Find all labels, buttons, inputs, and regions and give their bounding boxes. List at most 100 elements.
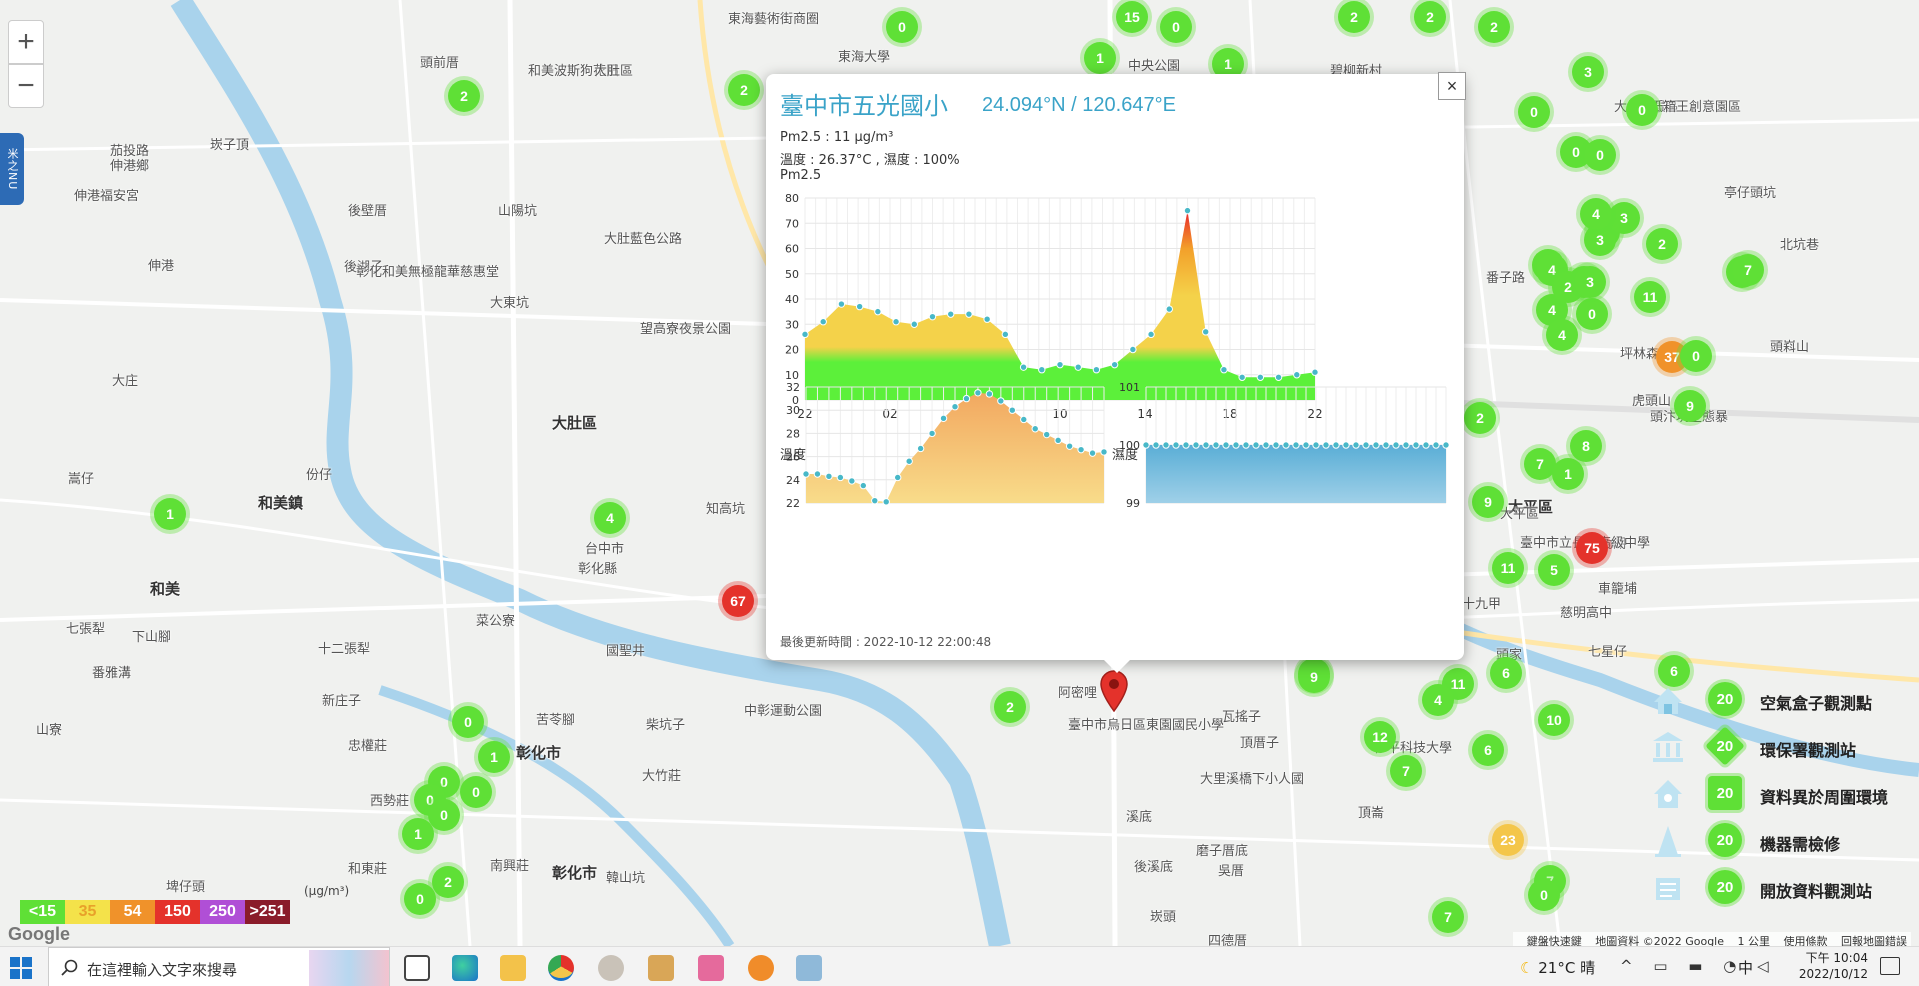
data-point — [1001, 330, 1010, 339]
station-marker[interactable]: 0 — [1576, 298, 1608, 330]
windows-start-icon[interactable] — [10, 957, 32, 979]
station-marker[interactable]: 9 — [1674, 390, 1706, 422]
chrome-icon[interactable] — [548, 955, 574, 981]
station-marker[interactable]: 4 — [1546, 319, 1578, 351]
station-marker[interactable]: 7 — [1524, 448, 1556, 480]
government-building-icon — [1653, 732, 1683, 762]
station-marker[interactable]: 7 — [1390, 755, 1422, 787]
data-point — [1220, 366, 1228, 374]
station-marker[interactable]: 0 — [1626, 94, 1658, 126]
input-method[interactable]: 中 — [1738, 959, 1754, 977]
station-marker[interactable]: 2 — [448, 80, 480, 112]
file-explorer-icon[interactable] — [500, 955, 526, 981]
station-marker[interactable]: 75 — [1576, 532, 1608, 564]
legend-label: 空氣盒子觀測點 — [1760, 694, 1873, 713]
station-marker[interactable]: 0 — [1680, 340, 1712, 372]
place-label: 韓山坑 — [606, 871, 646, 886]
place-label: 番雅溝 — [92, 666, 132, 681]
station-title: 臺中市五光國小 — [780, 92, 948, 120]
station-marker[interactable]: 4 — [594, 502, 626, 534]
station-marker[interactable]: 1 — [1552, 458, 1584, 490]
y-tick-label: 30 — [785, 318, 799, 331]
station-marker[interactable]: 4 — [1580, 198, 1612, 230]
task-view-icon[interactable] — [404, 955, 430, 981]
station-marker[interactable]: 2 — [1646, 228, 1678, 260]
station-marker[interactable]: 1 — [478, 741, 510, 773]
data-point — [1362, 441, 1370, 449]
app-icon-5[interactable] — [796, 955, 822, 981]
open-data-icon — [1656, 878, 1680, 900]
data-point — [1274, 373, 1283, 381]
app-icon-3[interactable] — [698, 955, 724, 981]
station-marker[interactable]: 8 — [1570, 430, 1602, 462]
station-marker[interactable]: 3 — [1572, 56, 1604, 88]
place-label: 北坑巷 — [1780, 238, 1820, 253]
zoom-in-button[interactable]: + — [8, 20, 44, 64]
map-canvas[interactable]: 大肚區 和美鎮 和美 彰化市 彰化市 太平區 伸港鄉 伸港 伸港福安宮 東海藝術街商圈 東海大學 中央… — [0, 0, 1919, 946]
edge-icon[interactable] — [452, 955, 478, 981]
clock-time[interactable]: 下午 10:04 — [1805, 951, 1868, 965]
clock-date[interactable]: 2022/10/12 — [1798, 967, 1868, 981]
station-marker[interactable]: 1 — [402, 818, 434, 850]
side-panel-tab[interactable]: 米之NU — [0, 133, 24, 205]
data-point — [1432, 441, 1440, 449]
station-marker[interactable]: 5 — [1538, 554, 1570, 586]
weather-widget[interactable]: ☾ 21°C 晴 — [1520, 957, 1595, 978]
station-marker[interactable]: 11 — [1492, 552, 1524, 584]
data-point — [947, 310, 955, 318]
station-coordinates: 24.094°N / 120.647°E — [982, 94, 1176, 116]
station-marker[interactable]: 11 — [1442, 668, 1474, 700]
app-icon-4[interactable] — [748, 955, 774, 981]
station-marker[interactable]: 0 — [886, 11, 918, 43]
station-marker[interactable]: 7 — [1732, 254, 1764, 286]
station-marker[interactable]: 6 — [1472, 734, 1504, 766]
app-icon-2[interactable] — [648, 955, 674, 981]
station-marker[interactable]: 3 — [1608, 202, 1640, 234]
station-marker[interactable]: 12 — [1364, 721, 1396, 753]
tray-icons[interactable]: ^ ▭ ▬ ◔ ◁ — [1620, 957, 1777, 975]
station-marker[interactable]: 0 — [460, 776, 492, 808]
app-icon-1[interactable] — [598, 955, 624, 981]
station-marker[interactable]: 2 — [1338, 1, 1370, 33]
station-marker[interactable]: 67 — [722, 585, 754, 617]
station-marker[interactable]: 0 — [1584, 139, 1616, 171]
taskbar-search[interactable]: 在這裡輸入文字來搜尋 — [48, 947, 390, 986]
station-marker[interactable]: 7 — [1432, 901, 1464, 933]
station-marker[interactable]: 23 — [1492, 824, 1524, 856]
station-marker[interactable]: 0 — [452, 706, 484, 738]
station-marker[interactable]: 2 — [1464, 402, 1496, 434]
station-marker[interactable]: 0 — [404, 883, 436, 915]
station-marker[interactable]: 15 — [1116, 1, 1148, 33]
station-marker[interactable]: 0 — [1160, 11, 1192, 43]
station-marker[interactable]: 6 — [1490, 657, 1522, 689]
station-marker[interactable]: 6 — [1658, 655, 1690, 687]
close-button[interactable]: × — [1438, 72, 1466, 100]
station-marker[interactable]: 0 — [1528, 879, 1560, 911]
station-marker[interactable]: 2 — [432, 866, 464, 898]
station-marker[interactable]: 0 — [428, 799, 460, 831]
station-marker[interactable]: 4 — [1422, 684, 1454, 716]
station-marker[interactable]: 2 — [1414, 1, 1446, 33]
station-marker[interactable]: 1 — [1084, 42, 1116, 74]
station-marker[interactable]: 3 — [1574, 266, 1606, 298]
notification-icon[interactable] — [1880, 957, 1900, 975]
station-marker[interactable]: 1 — [154, 498, 186, 530]
terms-link[interactable]: 使用條款 — [1783, 935, 1828, 946]
station-marker[interactable]: 2 — [994, 691, 1026, 723]
station-marker[interactable]: 10 — [1538, 704, 1570, 736]
scale-bar: 1 公里 — [1737, 935, 1771, 946]
data-point — [1088, 449, 1097, 457]
station-marker[interactable]: 11 — [1634, 281, 1666, 313]
place-label: 十二張犁 — [318, 642, 371, 657]
report-error-link[interactable]: 回報地圖錯誤 — [1841, 935, 1907, 946]
place-label: 大竹莊 — [642, 769, 682, 784]
station-popup: × 臺中市五光國小 24.094°N / 120.647°E Pm2.5 : 1… — [766, 72, 1466, 673]
station-marker[interactable]: 2 — [728, 74, 760, 106]
station-marker[interactable]: 9 — [1472, 486, 1504, 518]
station-marker[interactable]: 2 — [1478, 11, 1510, 43]
location-pin-icon[interactable] — [1099, 670, 1129, 712]
station-marker[interactable]: 9 — [1298, 661, 1330, 693]
keyboard-shortcuts-link[interactable]: 鍵盤快速鍵 — [1526, 935, 1582, 946]
station-marker[interactable]: 0 — [1518, 96, 1550, 128]
zoom-out-button[interactable]: − — [8, 64, 44, 108]
